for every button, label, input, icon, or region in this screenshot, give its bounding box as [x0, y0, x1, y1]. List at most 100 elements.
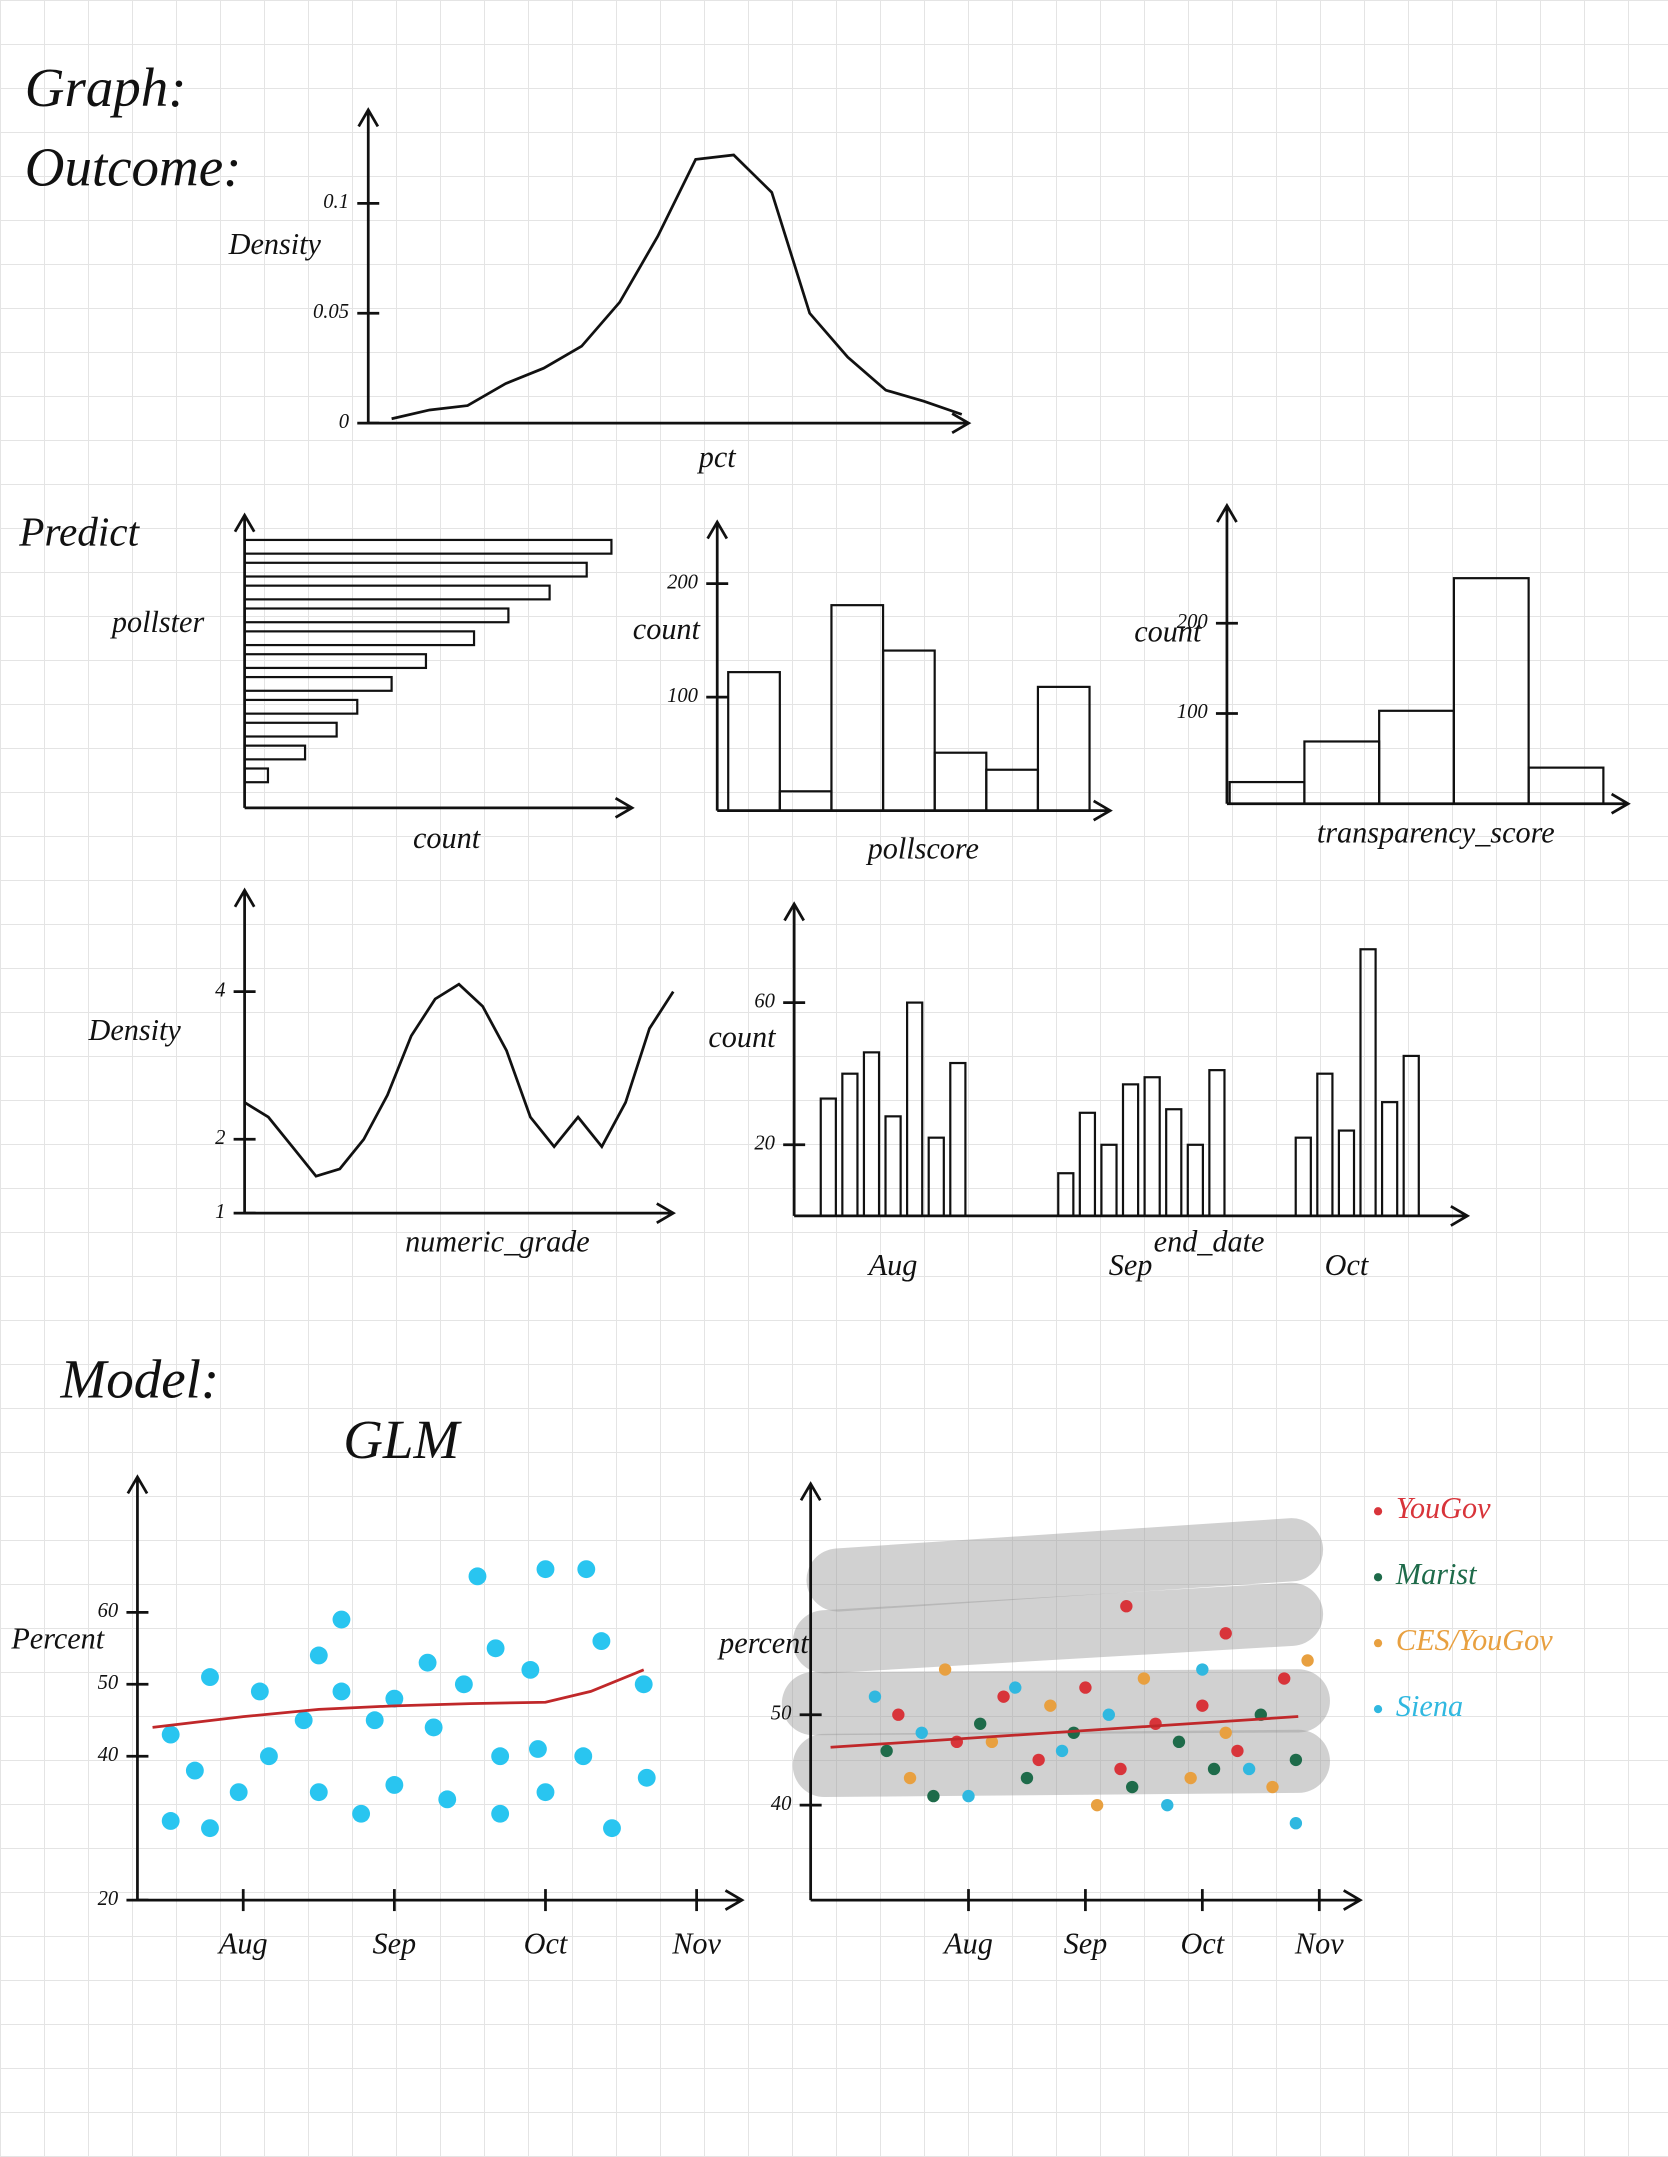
point — [1079, 1681, 1092, 1694]
point — [521, 1660, 540, 1679]
bar — [1294, 1136, 1312, 1217]
y-tick-label: 60 — [754, 990, 775, 1012]
bar — [1186, 1143, 1204, 1217]
point — [332, 1610, 351, 1629]
x-axis-label: numeric_grade — [405, 1225, 590, 1259]
y-tick-label: 0.1 — [323, 191, 349, 213]
y-axis-label: count — [1134, 615, 1202, 649]
point — [915, 1726, 928, 1739]
y-tick-label: 0.05 — [313, 301, 349, 323]
point — [161, 1812, 180, 1830]
heading: Predict — [18, 508, 140, 554]
legend-label: CES/YouGov — [1396, 1623, 1553, 1657]
axis — [783, 901, 805, 1216]
y-tick-label: 100 — [667, 685, 699, 707]
bar — [1078, 1111, 1097, 1217]
y-axis-label: Percent — [10, 1622, 104, 1656]
point — [536, 1560, 555, 1579]
point — [365, 1711, 384, 1730]
y-axis-label: Density — [228, 227, 322, 261]
point — [1126, 1780, 1139, 1794]
bar — [243, 538, 613, 555]
point — [424, 1718, 443, 1737]
point — [880, 1744, 893, 1758]
bar — [243, 744, 307, 761]
point — [486, 1639, 505, 1658]
y-tick-label: 2 — [215, 1127, 225, 1149]
y-tick-label: 40 — [771, 1793, 792, 1815]
point — [592, 1632, 611, 1651]
point — [468, 1567, 487, 1586]
x-tick-label: Sep — [1064, 1927, 1108, 1961]
point — [1196, 1699, 1209, 1712]
point — [868, 1690, 882, 1703]
bar — [1228, 780, 1306, 805]
bar — [243, 630, 476, 647]
x-tick-label: Nov — [671, 1927, 721, 1961]
point — [332, 1682, 351, 1701]
bar — [881, 649, 936, 812]
bar — [1337, 1129, 1356, 1217]
axis — [1216, 502, 1238, 804]
y-tick-label: 50 — [771, 1702, 792, 1724]
y-tick-label: 100 — [1177, 701, 1209, 723]
point — [1044, 1699, 1057, 1712]
x-axis-label: count — [413, 821, 481, 855]
legend-label: Marist — [1395, 1557, 1477, 1591]
trend-line — [152, 1668, 645, 1729]
point — [1114, 1762, 1127, 1776]
heading: Graph: — [25, 57, 187, 118]
bar — [1303, 740, 1381, 805]
point — [1289, 1817, 1303, 1830]
y-axis-label: Density — [88, 1013, 182, 1047]
point — [454, 1675, 473, 1694]
bar — [243, 653, 428, 670]
point — [250, 1682, 269, 1701]
density-line — [391, 153, 963, 421]
point — [309, 1783, 328, 1802]
heading: Outcome: — [25, 137, 242, 198]
point — [352, 1804, 371, 1823]
bar — [862, 1051, 881, 1217]
point — [528, 1740, 547, 1758]
point — [309, 1646, 328, 1665]
point — [1196, 1663, 1209, 1676]
bar — [1057, 1172, 1075, 1217]
x-axis-label: transparency_score — [1317, 815, 1555, 849]
point — [1301, 1654, 1314, 1667]
point — [1219, 1627, 1232, 1640]
chart-title: GLM — [343, 1409, 462, 1470]
axis — [126, 1474, 149, 1901]
x-tick-label: Sep — [373, 1927, 417, 1961]
bar — [949, 1061, 967, 1217]
point — [201, 1668, 219, 1686]
bar — [1100, 1143, 1118, 1217]
y-tick-label: 1 — [215, 1201, 225, 1223]
axis — [799, 1481, 822, 1901]
point — [1207, 1762, 1221, 1776]
point — [161, 1725, 180, 1744]
bar — [1143, 1076, 1161, 1217]
x-tick-label: Oct — [1325, 1248, 1369, 1282]
y-axis-label: count — [708, 1020, 776, 1054]
point — [1161, 1798, 1174, 1812]
y-axis-label: percent — [717, 1626, 809, 1660]
axis — [357, 107, 380, 424]
x-axis-label: pct — [697, 440, 737, 474]
point — [1231, 1744, 1244, 1758]
bar — [884, 1115, 902, 1217]
point — [938, 1663, 952, 1676]
axis — [137, 1889, 745, 1911]
point — [438, 1790, 457, 1809]
point — [974, 1717, 987, 1730]
point — [927, 1789, 940, 1803]
point — [892, 1708, 905, 1721]
point — [1266, 1780, 1279, 1794]
axis — [244, 797, 635, 819]
bar — [841, 1072, 859, 1217]
axis — [706, 519, 729, 811]
axis — [368, 412, 972, 434]
point — [1184, 1771, 1197, 1785]
legend-label: Siena — [1396, 1689, 1463, 1723]
